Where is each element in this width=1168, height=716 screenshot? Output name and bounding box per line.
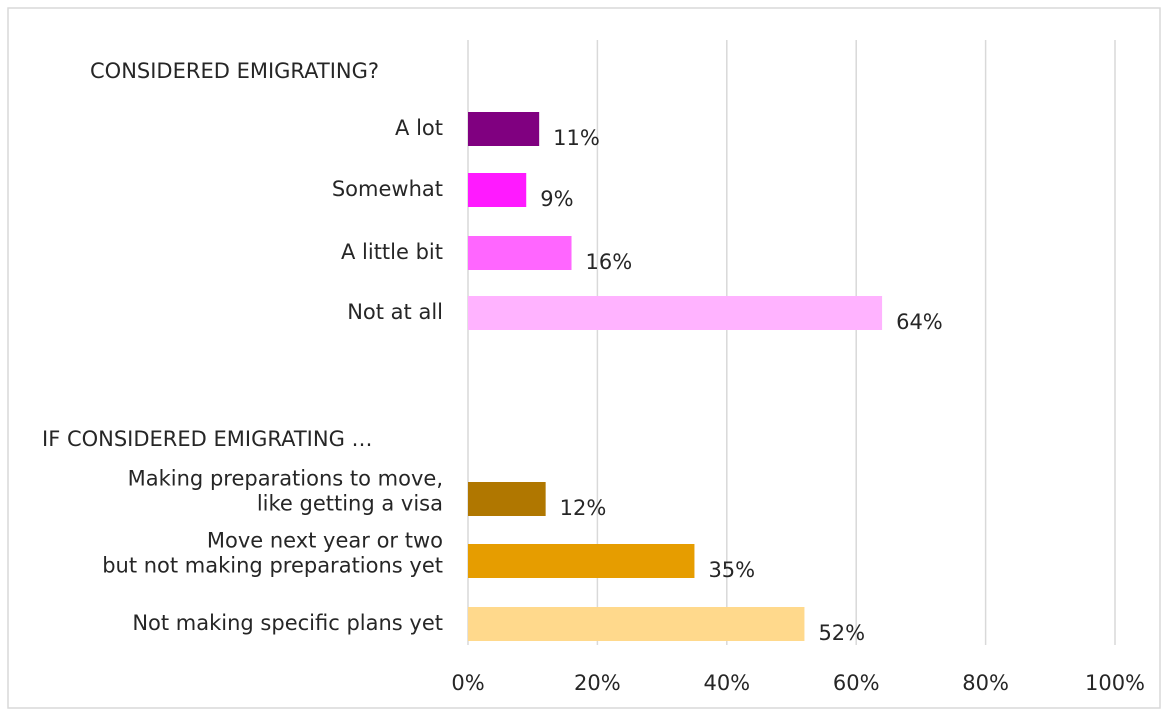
x-tick-label: 20%	[574, 671, 621, 695]
data-label: 52%	[818, 621, 865, 645]
data-label: 64%	[896, 310, 943, 334]
data-label: 35%	[708, 558, 755, 582]
category-label-line: Not at all	[347, 300, 443, 324]
x-tick-label: 100%	[1085, 671, 1145, 695]
data-label: 12%	[560, 496, 607, 520]
category-label: Making preparations to move, like getting…	[128, 467, 443, 516]
bar	[468, 236, 572, 270]
group-header: CONSIDERED EMIGRATING?	[90, 59, 379, 83]
data-label: 11%	[553, 126, 600, 150]
category-label: A little bit	[341, 240, 443, 264]
group-header: IF CONSIDERED EMIGRATING …	[42, 427, 373, 451]
x-tick-label: 60%	[833, 671, 880, 695]
bar	[468, 607, 805, 641]
category-label: Not at all	[347, 300, 443, 324]
x-axis-ticks: 0% 20% 40% 60% 80% 100%	[451, 671, 1145, 695]
category-label-line: but not making preparations yet	[102, 554, 443, 578]
category-label-line: like getting a visa	[257, 492, 443, 516]
x-tick-label: 0%	[451, 671, 484, 695]
bar	[468, 296, 883, 330]
category-label: Not making specific plans yet	[132, 611, 443, 635]
bars	[468, 112, 883, 641]
category-label-line: A lot	[395, 116, 443, 140]
data-label: 9%	[540, 187, 573, 211]
labels: CONSIDERED EMIGRATING? A lot 11% Somewhat 9%…	[42, 59, 943, 645]
category-label: Somewhat	[332, 177, 443, 201]
category-label-line: Making preparations to move,	[128, 467, 443, 491]
category-label-line: Somewhat	[332, 177, 443, 201]
category-label-line: Move next year or two	[207, 529, 443, 553]
bar	[468, 173, 527, 207]
bar	[468, 544, 695, 578]
category-label: A lot	[395, 116, 443, 140]
bar	[468, 112, 540, 146]
category-label: Move next year or two but not making prep…	[102, 529, 443, 578]
category-label-line: Not making specific plans yet	[132, 611, 443, 635]
x-tick-label: 80%	[962, 671, 1009, 695]
bar	[468, 482, 546, 516]
data-label: 16%	[586, 250, 633, 274]
chart-frame	[7, 7, 1161, 709]
category-label-line: A little bit	[341, 240, 443, 264]
x-tick-label: 40%	[703, 671, 750, 695]
